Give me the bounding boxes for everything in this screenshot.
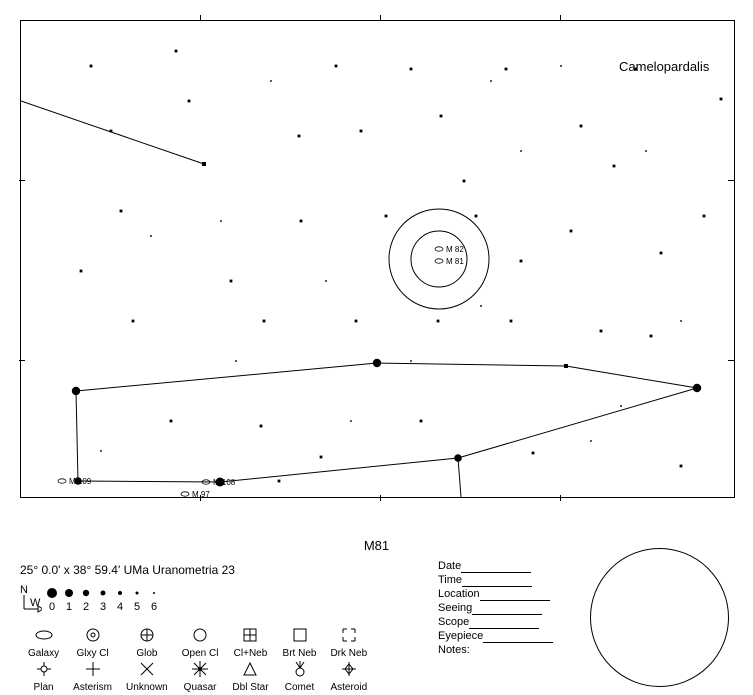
notes-label: Notes:	[438, 643, 553, 657]
legend-symbol	[176, 627, 225, 646]
svg-text:Camelopardalis: Camelopardalis	[619, 59, 710, 74]
legend-symbol	[120, 661, 174, 680]
svg-text:5: 5	[134, 601, 140, 613]
star-chart: M 82 M 81 M 109 M 108M 97 Camelopardalis	[20, 20, 735, 498]
svg-text:M 108: M 108	[213, 478, 236, 487]
svg-text:0: 0	[49, 601, 55, 613]
legend-symbol	[324, 627, 373, 646]
legend-label: Comet	[277, 682, 323, 693]
svg-text:M 97: M 97	[192, 490, 210, 497]
observer-field: Eyepiece	[438, 629, 553, 643]
legend-symbol	[324, 661, 373, 680]
observer-field: Date	[438, 559, 553, 573]
legend-label: Quasar	[176, 682, 225, 693]
field-info: 25° 0.0' x 38° 59.4' UMa Uranometria 23	[20, 563, 235, 577]
legend: GalaxyGlxy ClGlobOpen ClCl+NebBrt NebDrk…	[20, 625, 375, 695]
legend-symbol	[277, 661, 323, 680]
legend-symbol	[226, 627, 274, 646]
sketch-circle	[590, 548, 729, 687]
svg-text:6: 6	[151, 601, 157, 613]
observer-field: Time	[438, 573, 553, 587]
legend-symbol	[226, 661, 274, 680]
magnitude-scale: 0123456	[44, 585, 174, 616]
svg-text:3: 3	[100, 601, 106, 613]
legend-label: Plan	[22, 682, 65, 693]
svg-text:4: 4	[117, 601, 123, 613]
legend-label: Asteroid	[324, 682, 373, 693]
star-chart-page: M 82M 81M 109M 108M 97Camelopardalis M81…	[0, 0, 753, 694]
legend-symbol	[67, 661, 118, 680]
legend-label: Glob	[120, 648, 174, 659]
legend-symbol	[120, 627, 174, 646]
legend-label: Unknown	[120, 682, 174, 693]
legend-label: Dbl Star	[226, 682, 274, 693]
observer-field: Location	[438, 587, 553, 601]
svg-text:M 109: M 109	[69, 477, 92, 486]
svg-text:M 82: M 82	[446, 245, 464, 254]
svg-text:1: 1	[66, 601, 72, 613]
legend-label: Open Cl	[176, 648, 225, 659]
compass: N W	[20, 583, 42, 616]
observer-field: Scope	[438, 615, 553, 629]
legend-symbol	[67, 627, 118, 646]
legend-symbol	[22, 627, 65, 646]
legend-label: Asterism	[67, 682, 118, 693]
observer-field: Seeing	[438, 601, 553, 615]
legend-symbol	[22, 661, 65, 680]
observer-fields: DateTimeLocationSeeingScopeEyepiece Note…	[438, 559, 553, 657]
legend-symbol	[277, 627, 323, 646]
legend-label: Galaxy	[22, 648, 65, 659]
legend-label: Drk Neb	[324, 648, 373, 659]
legend-symbol	[176, 661, 225, 680]
legend-label: Glxy Cl	[67, 648, 118, 659]
svg-text:M 81: M 81	[446, 257, 464, 266]
svg-text:2: 2	[83, 601, 89, 613]
legend-label: Cl+Neb	[226, 648, 274, 659]
compass-w: W	[30, 597, 41, 609]
legend-label: Brt Neb	[277, 648, 323, 659]
compass-n: N	[20, 584, 28, 596]
